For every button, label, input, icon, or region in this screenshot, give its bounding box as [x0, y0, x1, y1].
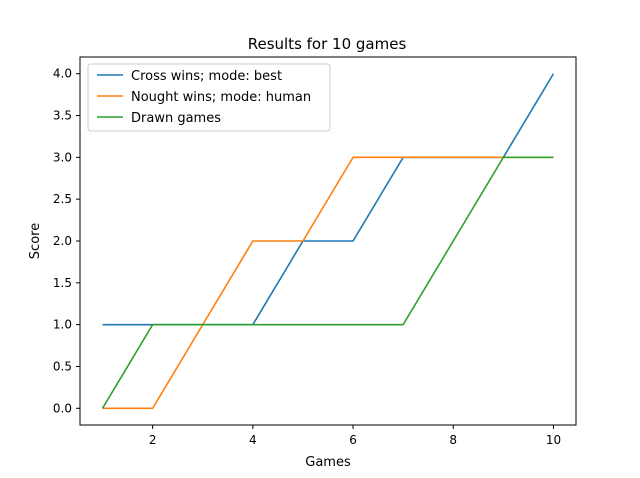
plot-area [101, 73, 555, 410]
y-tick-label: 0.5 [53, 359, 72, 373]
y-tick-label: 1.0 [53, 318, 72, 332]
x-tick-label: 2 [149, 433, 157, 447]
x-tick-label: 6 [349, 433, 357, 447]
series-line [102, 156, 554, 410]
y-tick-label: 3.5 [53, 109, 72, 123]
x-axis: 2 4 6 8 10 [149, 425, 561, 447]
x-tick-label: 10 [546, 433, 561, 447]
x-tick-label: 4 [249, 433, 257, 447]
y-axis: 0.0 0.5 1.0 1.5 2.0 2.5 3.0 3.5 4.0 [53, 67, 80, 415]
legend-label: Nought wins; mode: human [131, 90, 311, 105]
x-axis-label: Games [305, 455, 351, 470]
y-tick-label: 2.5 [53, 192, 72, 206]
chart-title: Results for 10 games [248, 35, 407, 53]
series-line [101, 156, 554, 409]
legend-label: Cross wins; mode: best [131, 69, 282, 84]
legend-box [87, 63, 331, 132]
legend: Cross wins; mode: best Nought wins; mode:… [87, 63, 331, 132]
y-tick-label: 0.0 [53, 401, 72, 415]
y-tick-label: 4.0 [53, 67, 72, 81]
y-tick-label: 3.0 [53, 150, 72, 164]
y-tick-label: 2.0 [53, 234, 72, 248]
y-tick-label: 1.5 [53, 276, 72, 290]
legend-label: Drawn games [131, 111, 221, 126]
x-tick-label: 8 [449, 433, 457, 447]
y-axis-label: Score [28, 223, 43, 259]
